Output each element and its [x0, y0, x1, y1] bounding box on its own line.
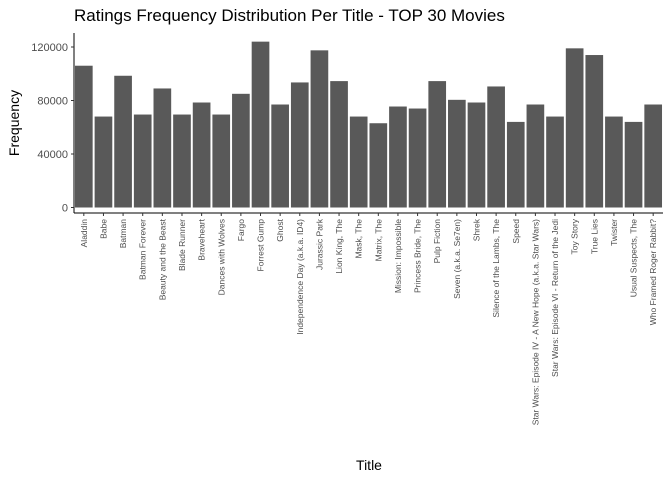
bar-8	[232, 93, 250, 208]
x-axis: Aladdin Babe Batman Batman Forever Beauty an…	[74, 212, 663, 425]
bar-5	[173, 114, 191, 208]
y-tick-label-3: 120000	[31, 42, 68, 54]
bar-26	[585, 55, 604, 208]
y-tick-label-2: 80000	[37, 96, 68, 108]
x-tick-label-17: Princess Bride, The	[413, 219, 423, 293]
bar-22	[506, 121, 525, 208]
x-tick-label-4: Beauty and the Beast	[157, 218, 167, 300]
x-tick-label-5: Blade Runner	[177, 219, 187, 271]
bar-0	[74, 65, 93, 208]
x-tick-label-21: Silence of the Lambs, The	[491, 219, 501, 318]
bar-27	[605, 116, 623, 208]
x-tick-label-1: Babe	[98, 219, 108, 239]
x-tick-label-11: Independence Day (a.k.a. ID4)	[295, 219, 305, 335]
bar-2	[114, 75, 132, 208]
x-tick-label-14: Mask, The	[354, 219, 364, 259]
bar-6	[192, 102, 211, 208]
bar-29	[644, 104, 663, 208]
x-axis-title: Title	[356, 457, 382, 473]
bar-19	[448, 99, 466, 208]
x-tick-label-19: Seven (a.k.a. Se7en)	[452, 219, 462, 299]
bar-3	[133, 114, 152, 208]
bar-28	[624, 121, 643, 208]
bar-11	[290, 82, 309, 208]
x-tick-label-10: Ghost	[275, 218, 285, 241]
x-tick-label-2: Batman	[118, 219, 128, 249]
y-tick-label-0: 0	[62, 203, 68, 215]
bar-25	[565, 48, 584, 208]
bar-23	[526, 104, 545, 208]
x-tick-label-3: Batman Forever	[138, 219, 148, 280]
x-tick-label-15: Matrix, The	[373, 219, 383, 262]
x-tick-label-0: Aladdin	[79, 219, 89, 248]
bars	[74, 41, 663, 208]
bar-1	[94, 116, 113, 208]
x-tick-label-12: Jurassic Park	[314, 218, 324, 270]
x-tick-label-24: Star Wars: Episode VI - Return of the Je…	[550, 219, 560, 377]
bar-9	[251, 41, 270, 208]
x-tick-label-9: Forrest Gump	[256, 219, 266, 272]
bar-4	[153, 88, 172, 208]
x-tick-label-23: Star Wars: Episode IV - A New Hope (a.k.…	[530, 219, 540, 425]
x-tick-label-6: Braveheart	[197, 218, 207, 260]
x-tick-label-13: Lion King, The	[334, 219, 344, 274]
y-tick-label-1: 40000	[37, 149, 68, 161]
x-tick-label-16: Mission: Impossible	[393, 219, 403, 293]
x-tick-label-29: Who Framed Roger Rabbit?	[648, 219, 658, 326]
y-axis: 0 40000 80000 120000	[31, 33, 75, 215]
chart-title: Ratings Frequency Distribution Per Title…	[74, 6, 505, 25]
bar-10	[271, 104, 289, 208]
bar-18	[428, 81, 447, 208]
x-tick-label-28: Usual Suspects, The	[629, 219, 639, 298]
bar-24	[546, 116, 564, 208]
bar-13	[330, 81, 348, 208]
x-tick-label-22: Speed	[511, 219, 521, 244]
bar-16	[389, 106, 407, 208]
y-axis-title: Frequency	[6, 90, 22, 156]
x-tick-label-18: Pulp Fiction	[432, 219, 442, 264]
bar-14	[349, 116, 368, 208]
bar-7	[212, 114, 231, 208]
bar-15	[369, 123, 388, 208]
bar-21	[487, 86, 505, 208]
x-tick-label-8: Fargo	[236, 219, 246, 241]
x-tick-label-20: Shrek	[471, 218, 481, 241]
x-tick-label-25: Toy Story	[570, 218, 580, 254]
bar-12	[310, 50, 329, 208]
x-tick-label-26: True Lies	[589, 219, 599, 254]
x-tick-label-7: Dances with Wolves	[216, 219, 226, 295]
bar-20	[467, 102, 486, 208]
x-tick-label-27: Twister	[609, 219, 619, 246]
bar-17	[408, 108, 427, 208]
